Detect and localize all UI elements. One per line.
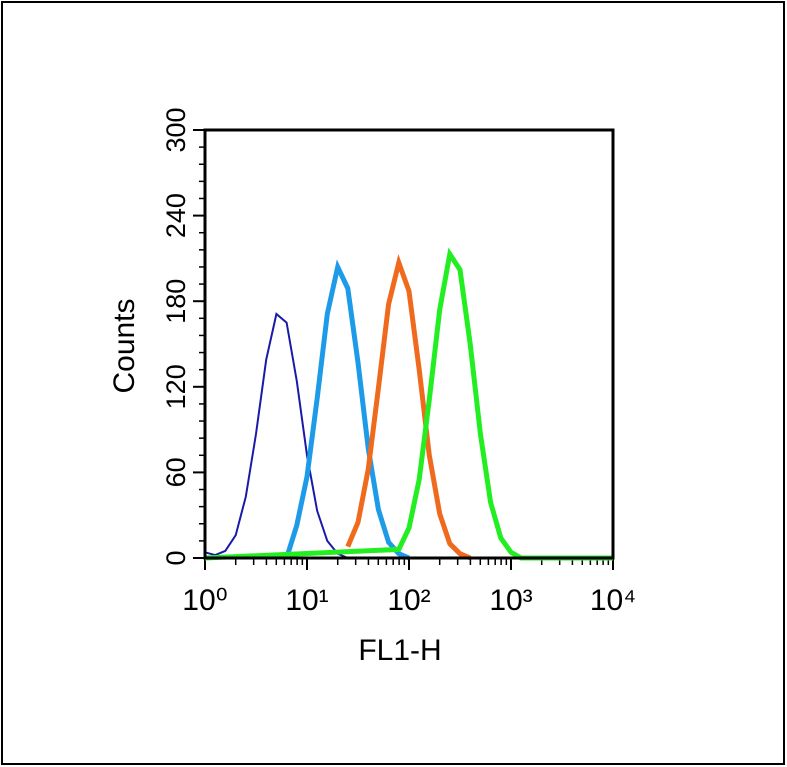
y-tick-label: 0 [161,550,191,565]
x-tick-label: 10⁰ [182,584,227,617]
y-tick-label: 180 [161,279,191,324]
x-axis-label: FL1-H [358,634,441,667]
x-tick-label: 10⁴ [590,584,636,617]
y-tick-label: 300 [161,107,191,152]
histogram-line [345,254,472,561]
plot-frame [203,128,615,560]
histogram-line [204,247,613,561]
y-tick-label: 60 [161,457,191,487]
y-tick-label: 240 [161,193,191,238]
histogram-line [204,312,349,559]
histogram-line [284,259,410,561]
x-tick-label: 10² [387,584,430,617]
y-tick-label: 120 [161,364,191,409]
x-tick-label: 10³ [489,584,532,617]
y-axis-label: Counts [108,298,141,393]
x-tick-label: 10¹ [285,584,328,617]
